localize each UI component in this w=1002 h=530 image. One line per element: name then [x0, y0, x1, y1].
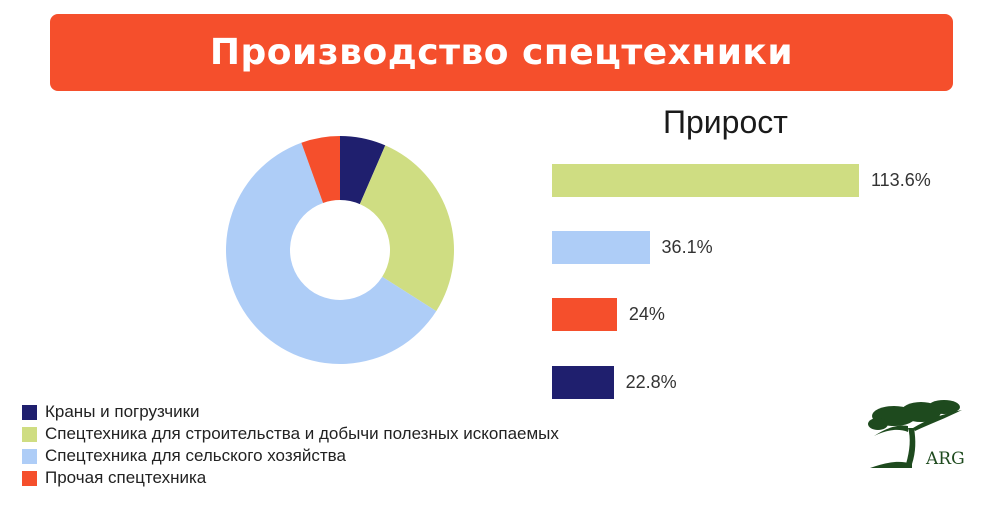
- legend-item-0: Краны и погрузчики: [22, 401, 559, 423]
- tree-logo-icon: ARG: [868, 400, 965, 469]
- legend-swatch-3: [22, 470, 37, 486]
- legend-item-1: Спецтехника для строительства и добычи п…: [22, 423, 559, 445]
- bar-chart-title: Прирост: [663, 104, 788, 140]
- bar-1: [552, 231, 650, 264]
- bar-3: [552, 366, 614, 399]
- donut-slice-3: [301, 136, 340, 203]
- page-title: Производство спецтехники: [209, 32, 794, 73]
- arg-logo: ARG: [866, 398, 966, 470]
- bar-row-0: 113.6%: [552, 164, 931, 197]
- svg-text:ARG: ARG: [925, 449, 965, 469]
- bar-row-2: 24%: [552, 298, 665, 331]
- bar-2: [552, 298, 617, 331]
- donut-slice-2: [226, 142, 437, 364]
- legend-swatch-2: [22, 448, 37, 464]
- legend-label-3: Прочая спецтехника: [45, 468, 207, 487]
- donut-slice-1: [359, 145, 454, 312]
- bar-value-label-2: 24%: [628, 304, 665, 324]
- bar-row-3: 22.8%: [552, 366, 677, 399]
- legend-label-1: Спецтехника для строительства и добычи п…: [45, 424, 559, 443]
- legend-label-0: Краны и погрузчики: [45, 402, 200, 421]
- bar-value-label-1: 36.1%: [661, 237, 713, 257]
- donut-chart: [220, 130, 460, 370]
- legend-item-3: Прочая спецтехника: [22, 467, 559, 489]
- bar-value-label-3: 22.8%: [625, 372, 677, 392]
- legend-label-2: Спецтехника для сельского хозяйства: [45, 446, 346, 465]
- bar-value-label-0: 113.6%: [871, 170, 931, 190]
- bar-0: [552, 164, 859, 197]
- chart-legend: Краны и погрузчики Спецтехника для строит…: [22, 401, 559, 489]
- legend-swatch-0: [22, 404, 37, 420]
- donut-chart-svg: [226, 136, 454, 364]
- legend-item-2: Спецтехника для сельского хозяйства: [22, 445, 559, 467]
- donut-slice-0: [340, 136, 386, 205]
- title-banner: Производство спецтехники: [50, 14, 953, 91]
- legend-swatch-1: [22, 426, 37, 442]
- bar-row-1: 36.1%: [552, 231, 713, 264]
